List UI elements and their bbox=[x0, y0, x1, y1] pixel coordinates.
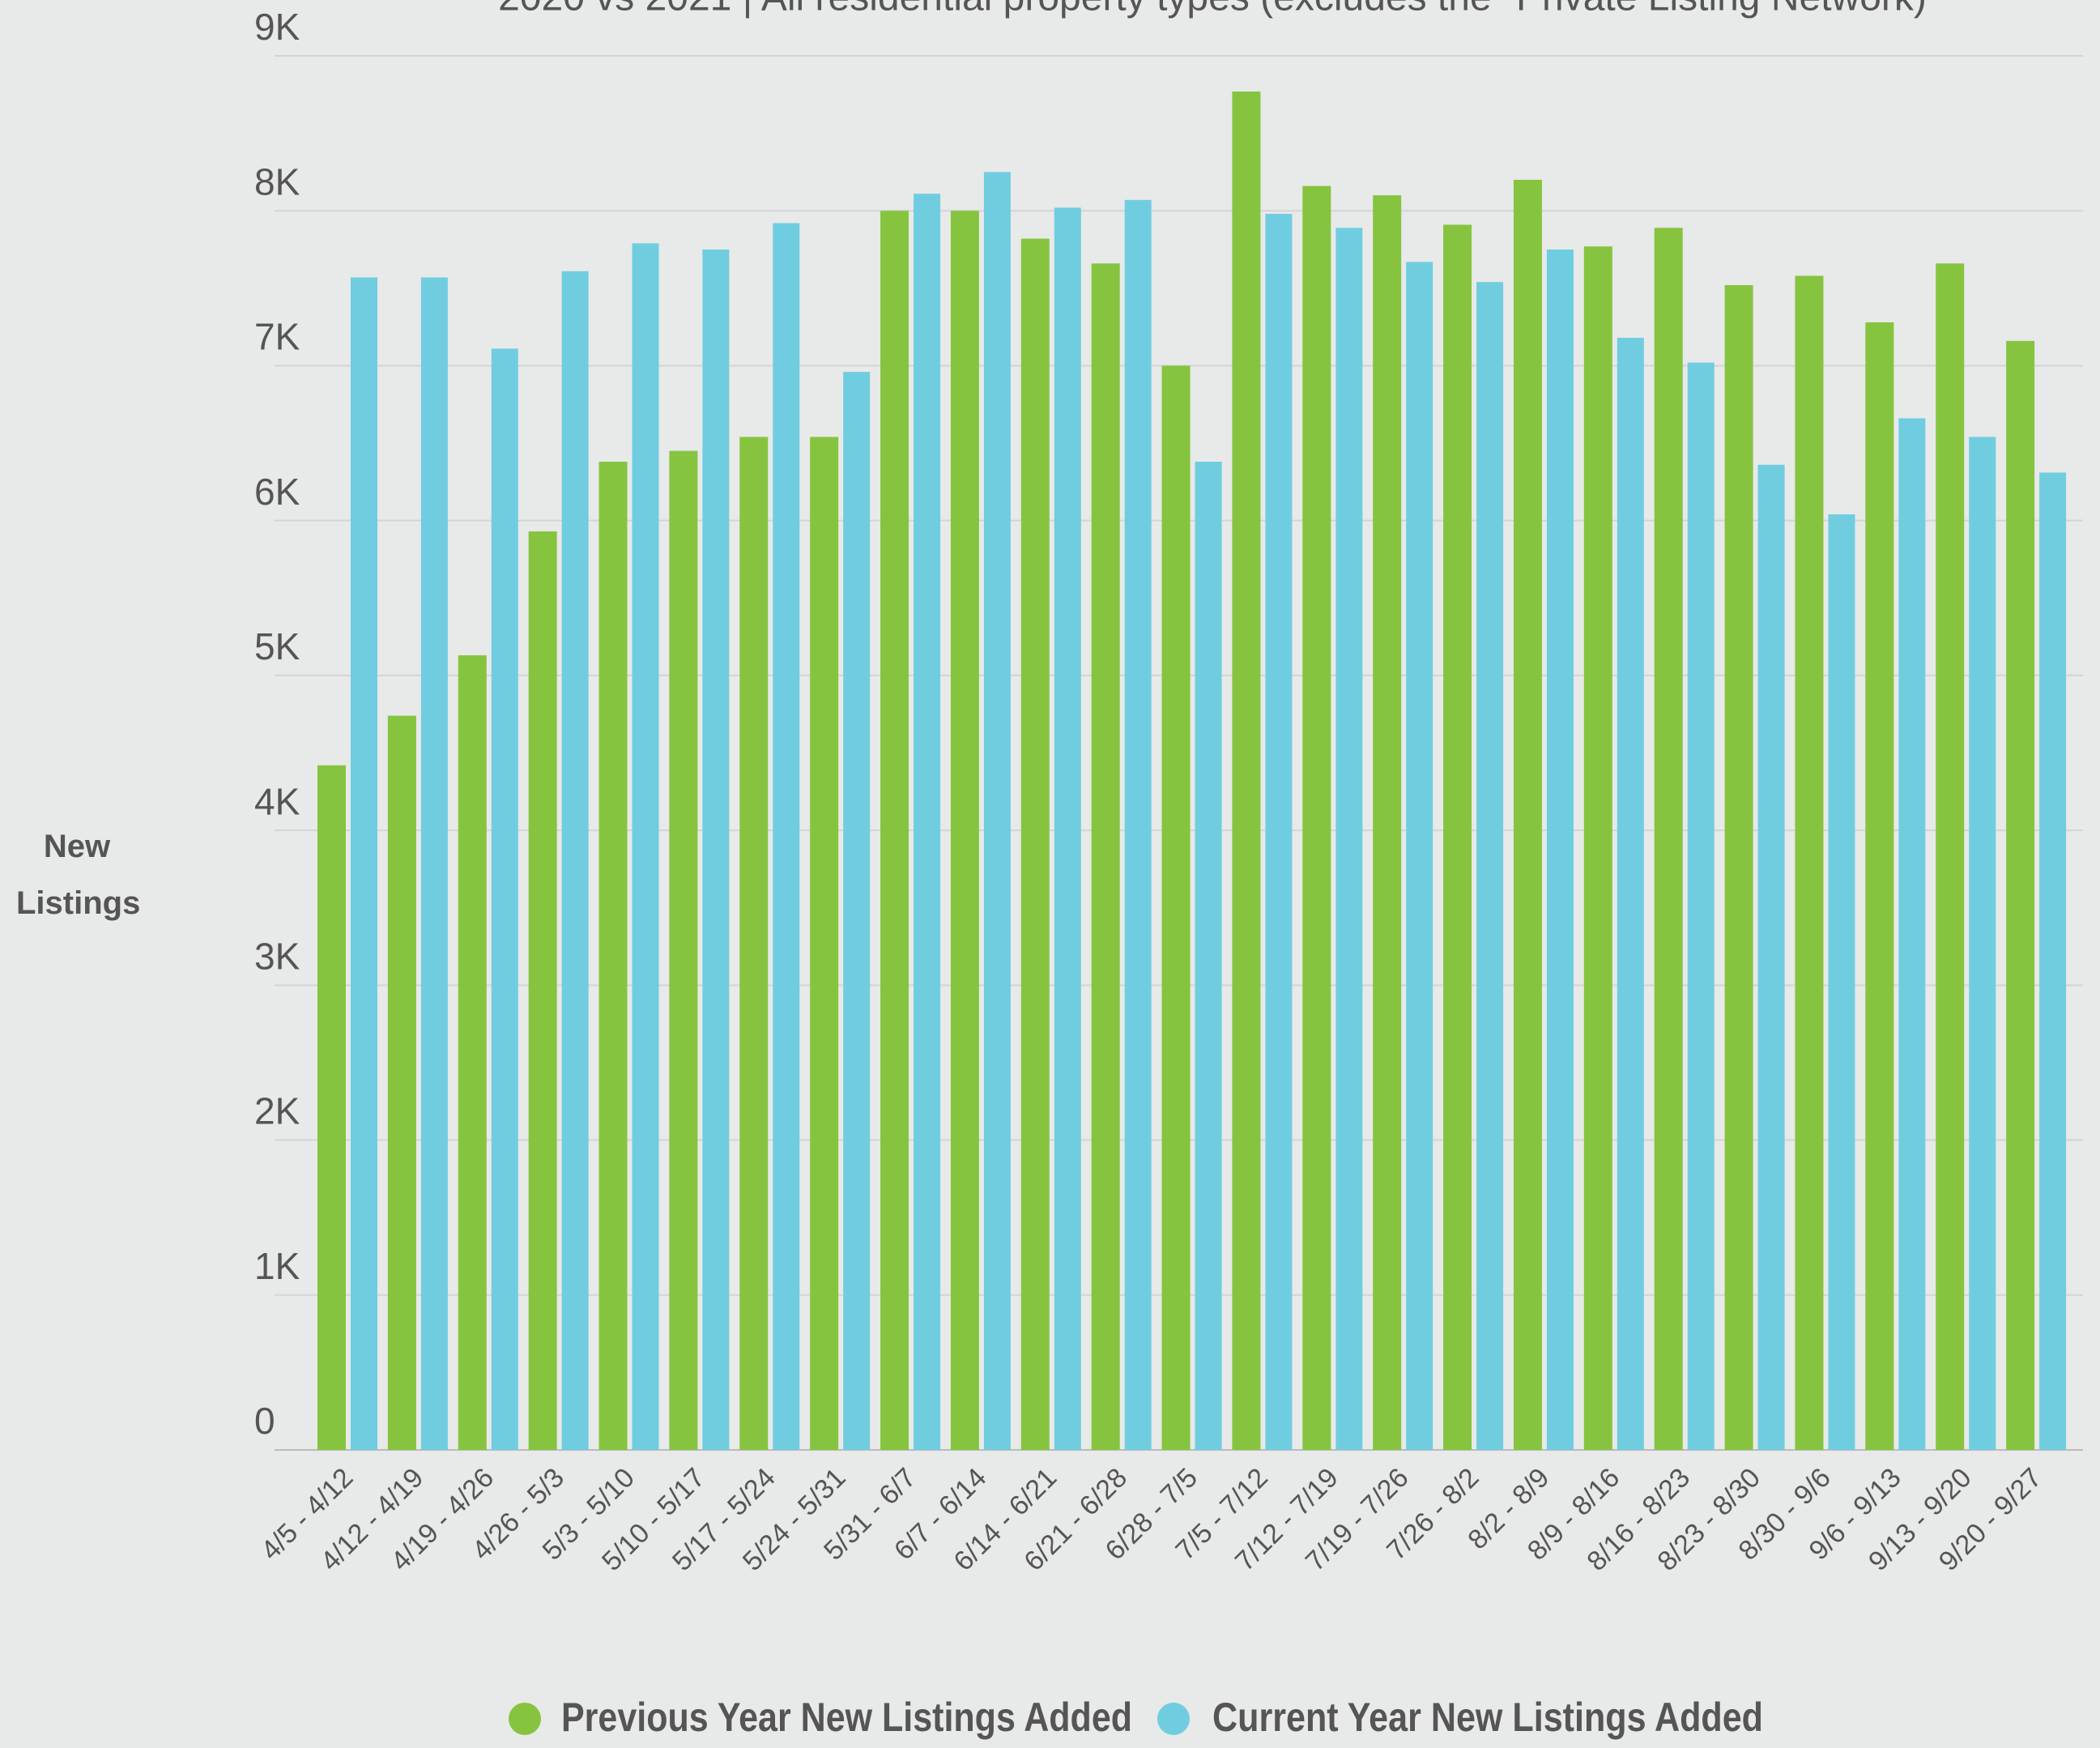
bar bbox=[458, 655, 487, 1450]
legend-label: Current Year New Listings Added bbox=[1212, 1695, 1763, 1740]
y-tick-label: 2K bbox=[254, 1090, 300, 1132]
bar bbox=[1898, 418, 1926, 1451]
bar bbox=[1232, 91, 1261, 1451]
legend-marker bbox=[509, 1703, 541, 1735]
bar bbox=[1583, 246, 1612, 1450]
legend-label: Previous Year New Listings Added bbox=[561, 1695, 1132, 1740]
bar bbox=[528, 531, 557, 1450]
y-axis-title: New Listings bbox=[16, 829, 141, 921]
bar bbox=[1617, 338, 1644, 1451]
legend-marker bbox=[1157, 1703, 1190, 1735]
y-tick-label: 4K bbox=[254, 780, 300, 822]
bar bbox=[702, 249, 730, 1450]
bar bbox=[1195, 462, 1222, 1450]
bar bbox=[739, 437, 769, 1450]
bar bbox=[773, 223, 800, 1450]
bar bbox=[2039, 472, 2067, 1451]
bar bbox=[1302, 185, 1331, 1450]
bar bbox=[1443, 224, 1472, 1450]
bar bbox=[598, 462, 628, 1450]
bar bbox=[1335, 228, 1363, 1451]
bar bbox=[561, 271, 589, 1451]
bar bbox=[1969, 437, 1996, 1450]
y-tick-label: 0 bbox=[254, 1400, 275, 1442]
y-tick-label: 5K bbox=[254, 625, 300, 667]
bar bbox=[317, 765, 346, 1450]
bar bbox=[1406, 262, 1433, 1450]
bar bbox=[1161, 365, 1191, 1450]
bar bbox=[843, 372, 871, 1451]
bar bbox=[1546, 249, 1574, 1450]
y-tick-label: 7K bbox=[254, 316, 300, 358]
bar bbox=[2006, 340, 2035, 1450]
bar bbox=[1865, 322, 1894, 1450]
bar bbox=[1724, 285, 1753, 1450]
bar bbox=[880, 211, 909, 1451]
bar bbox=[1936, 263, 1965, 1450]
bar bbox=[1476, 282, 1504, 1450]
bar bbox=[351, 277, 377, 1451]
bar bbox=[632, 243, 659, 1450]
bar bbox=[1124, 199, 1152, 1450]
bar bbox=[1757, 464, 1785, 1450]
bar bbox=[983, 172, 1011, 1451]
bar bbox=[1373, 195, 1402, 1451]
bar bbox=[1091, 263, 1120, 1450]
bar bbox=[669, 450, 698, 1450]
bar bbox=[1054, 207, 1081, 1451]
bar bbox=[810, 437, 839, 1450]
y-tick-label: 1K bbox=[254, 1245, 300, 1287]
chart-subtitle: 2020 vs 2021 | All residential property … bbox=[498, 0, 1927, 19]
bar bbox=[1687, 362, 1715, 1450]
bar bbox=[914, 194, 941, 1451]
bar bbox=[1654, 228, 1683, 1451]
bar bbox=[950, 211, 979, 1451]
y-tick-label: 8K bbox=[254, 160, 300, 203]
bar bbox=[491, 348, 518, 1450]
bar bbox=[420, 277, 448, 1451]
y-tick-label: 9K bbox=[254, 6, 300, 48]
y-tick-label: 6K bbox=[254, 471, 300, 513]
y-tick-label: 3K bbox=[254, 935, 300, 977]
bar bbox=[1513, 179, 1542, 1450]
bar bbox=[1020, 238, 1050, 1450]
bar bbox=[1795, 275, 1824, 1451]
bar bbox=[387, 715, 416, 1450]
bar bbox=[1265, 214, 1293, 1451]
bar bbox=[1828, 514, 1855, 1450]
